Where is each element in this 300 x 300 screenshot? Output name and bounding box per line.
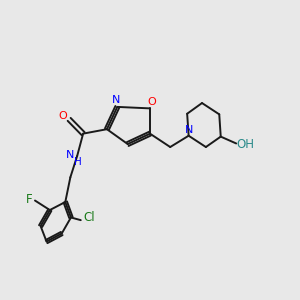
Text: N: N (112, 95, 120, 105)
Text: N: N (185, 125, 194, 135)
Text: F: F (26, 193, 32, 206)
Text: N: N (66, 150, 74, 160)
Text: Cl: Cl (83, 211, 95, 224)
Text: O: O (59, 111, 68, 122)
Text: O: O (147, 97, 156, 107)
Text: H: H (74, 158, 82, 167)
Text: OH: OH (236, 138, 254, 151)
